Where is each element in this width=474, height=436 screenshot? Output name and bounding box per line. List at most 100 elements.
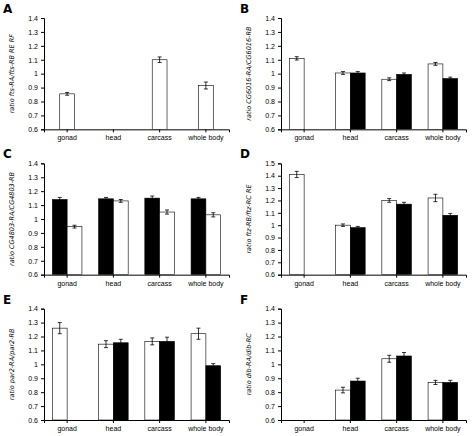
error-line — [205, 82, 206, 89]
error-cap — [433, 380, 437, 381]
tick-label: 1.2 — [28, 188, 38, 195]
y-axis: 0.60.70.80.911.11.21.31.4 — [265, 15, 281, 133]
chart-container: 0.60.70.80.911.11.21.31.4gonadheadcarcas… — [0, 0, 474, 436]
tick-label: 1.4 — [265, 305, 275, 312]
tick: 0.9 — [28, 84, 44, 91]
tick: 0.6 — [265, 271, 281, 278]
error-cap — [211, 367, 215, 368]
tick-label: 1 — [271, 361, 275, 368]
tick-mark — [41, 129, 44, 130]
tick-mark — [205, 129, 206, 132]
tick-label: 0.9 — [265, 84, 275, 91]
error-line — [159, 57, 160, 63]
tick-label: 0.6 — [28, 271, 38, 278]
error-cap — [73, 228, 77, 229]
tick-label: 0.9 — [28, 375, 38, 382]
panel: 0.60.70.80.911.11.21.31.4gonadheadcarcas… — [3, 2, 230, 142]
tick-label: head — [106, 280, 122, 287]
error-line — [389, 78, 390, 81]
tick: 1.1 — [28, 347, 44, 354]
error-bar — [73, 225, 77, 228]
bar — [350, 228, 365, 275]
error-cap — [150, 200, 154, 201]
bar — [152, 60, 167, 130]
tick-mark — [41, 261, 44, 262]
plot-area — [52, 196, 220, 275]
tick-label: 0.7 — [28, 112, 38, 119]
tick: 0.7 — [265, 403, 281, 410]
tick-label: 1.2 — [265, 333, 275, 340]
tick-mark — [41, 32, 44, 33]
error-line — [152, 338, 153, 345]
tick: whole body — [187, 275, 224, 288]
error-cap — [196, 197, 200, 198]
tick-mark — [41, 74, 44, 75]
error-cap — [150, 344, 154, 345]
tick-label: 1.5 — [265, 160, 275, 167]
x-axis: gonadheadcarcasswhole body — [282, 129, 467, 142]
tick: gonad — [294, 129, 314, 142]
error-cap — [448, 217, 452, 218]
tick: 0.8 — [28, 389, 44, 396]
tick-label: 1.3 — [265, 185, 275, 192]
tick-label: 1.4 — [28, 305, 38, 312]
tick-label: 1.2 — [28, 43, 38, 50]
tick-label: 0.8 — [28, 389, 38, 396]
panel: 0.60.70.80.911.11.21.31.41.5gonadheadcar… — [240, 147, 467, 287]
tick-label: 0.7 — [265, 112, 275, 119]
tick-label: whole body — [187, 425, 224, 433]
axis-line — [278, 309, 282, 420]
tick: 1.2 — [265, 333, 281, 340]
tick-label: whole body — [424, 425, 461, 433]
error-line — [404, 353, 405, 360]
error-cap — [204, 88, 208, 89]
error-cap — [58, 201, 62, 202]
error-cap — [73, 225, 77, 226]
tick-mark — [304, 275, 305, 278]
error-cap — [196, 200, 200, 201]
tick-mark — [350, 129, 351, 132]
tick-mark — [41, 337, 44, 338]
y-axis-title: ratio par2-RA/par2-RB — [8, 328, 16, 400]
tick: head — [343, 420, 359, 432]
error-line — [435, 63, 436, 66]
tick: gonad — [57, 420, 77, 433]
tick: 1.1 — [28, 202, 44, 209]
tick-label: carcass — [385, 134, 410, 141]
tick-mark — [278, 32, 281, 33]
tick-mark — [41, 275, 44, 276]
tick-mark — [278, 129, 281, 130]
tick-mark — [396, 275, 397, 278]
error-cap — [295, 56, 299, 57]
error-bar — [196, 328, 200, 339]
error-cap — [402, 206, 406, 207]
tick-mark — [278, 176, 281, 177]
tick: 1.1 — [265, 56, 281, 63]
plot-area — [289, 171, 457, 274]
bar — [113, 201, 128, 275]
bar — [198, 85, 213, 129]
tick-label: 0.9 — [28, 230, 38, 237]
y-axis-title: ratio dib-RA/dib-RC — [245, 333, 253, 396]
tick: gonad — [294, 420, 314, 433]
tick-label: head — [343, 425, 359, 432]
error-line — [120, 339, 121, 346]
error-line — [59, 323, 60, 334]
tick-mark — [205, 275, 206, 278]
tick-label: 0.8 — [28, 98, 38, 105]
tick-mark — [41, 163, 44, 164]
tick-mark — [113, 420, 114, 423]
tick-mark — [41, 46, 44, 47]
error-bar — [356, 72, 360, 75]
y-axis-title: ratio ftz-RB/ftz-RC RE — [245, 184, 253, 254]
tick-label: 1 — [34, 361, 38, 368]
tick: 0.8 — [28, 98, 44, 105]
tick: 0.9 — [28, 375, 44, 382]
error-bar — [211, 213, 215, 217]
bar — [336, 73, 351, 129]
bar — [336, 225, 351, 274]
tick-mark — [278, 188, 281, 189]
error-cap — [165, 214, 169, 215]
tick: 1.2 — [265, 197, 281, 204]
error-line — [105, 197, 106, 200]
